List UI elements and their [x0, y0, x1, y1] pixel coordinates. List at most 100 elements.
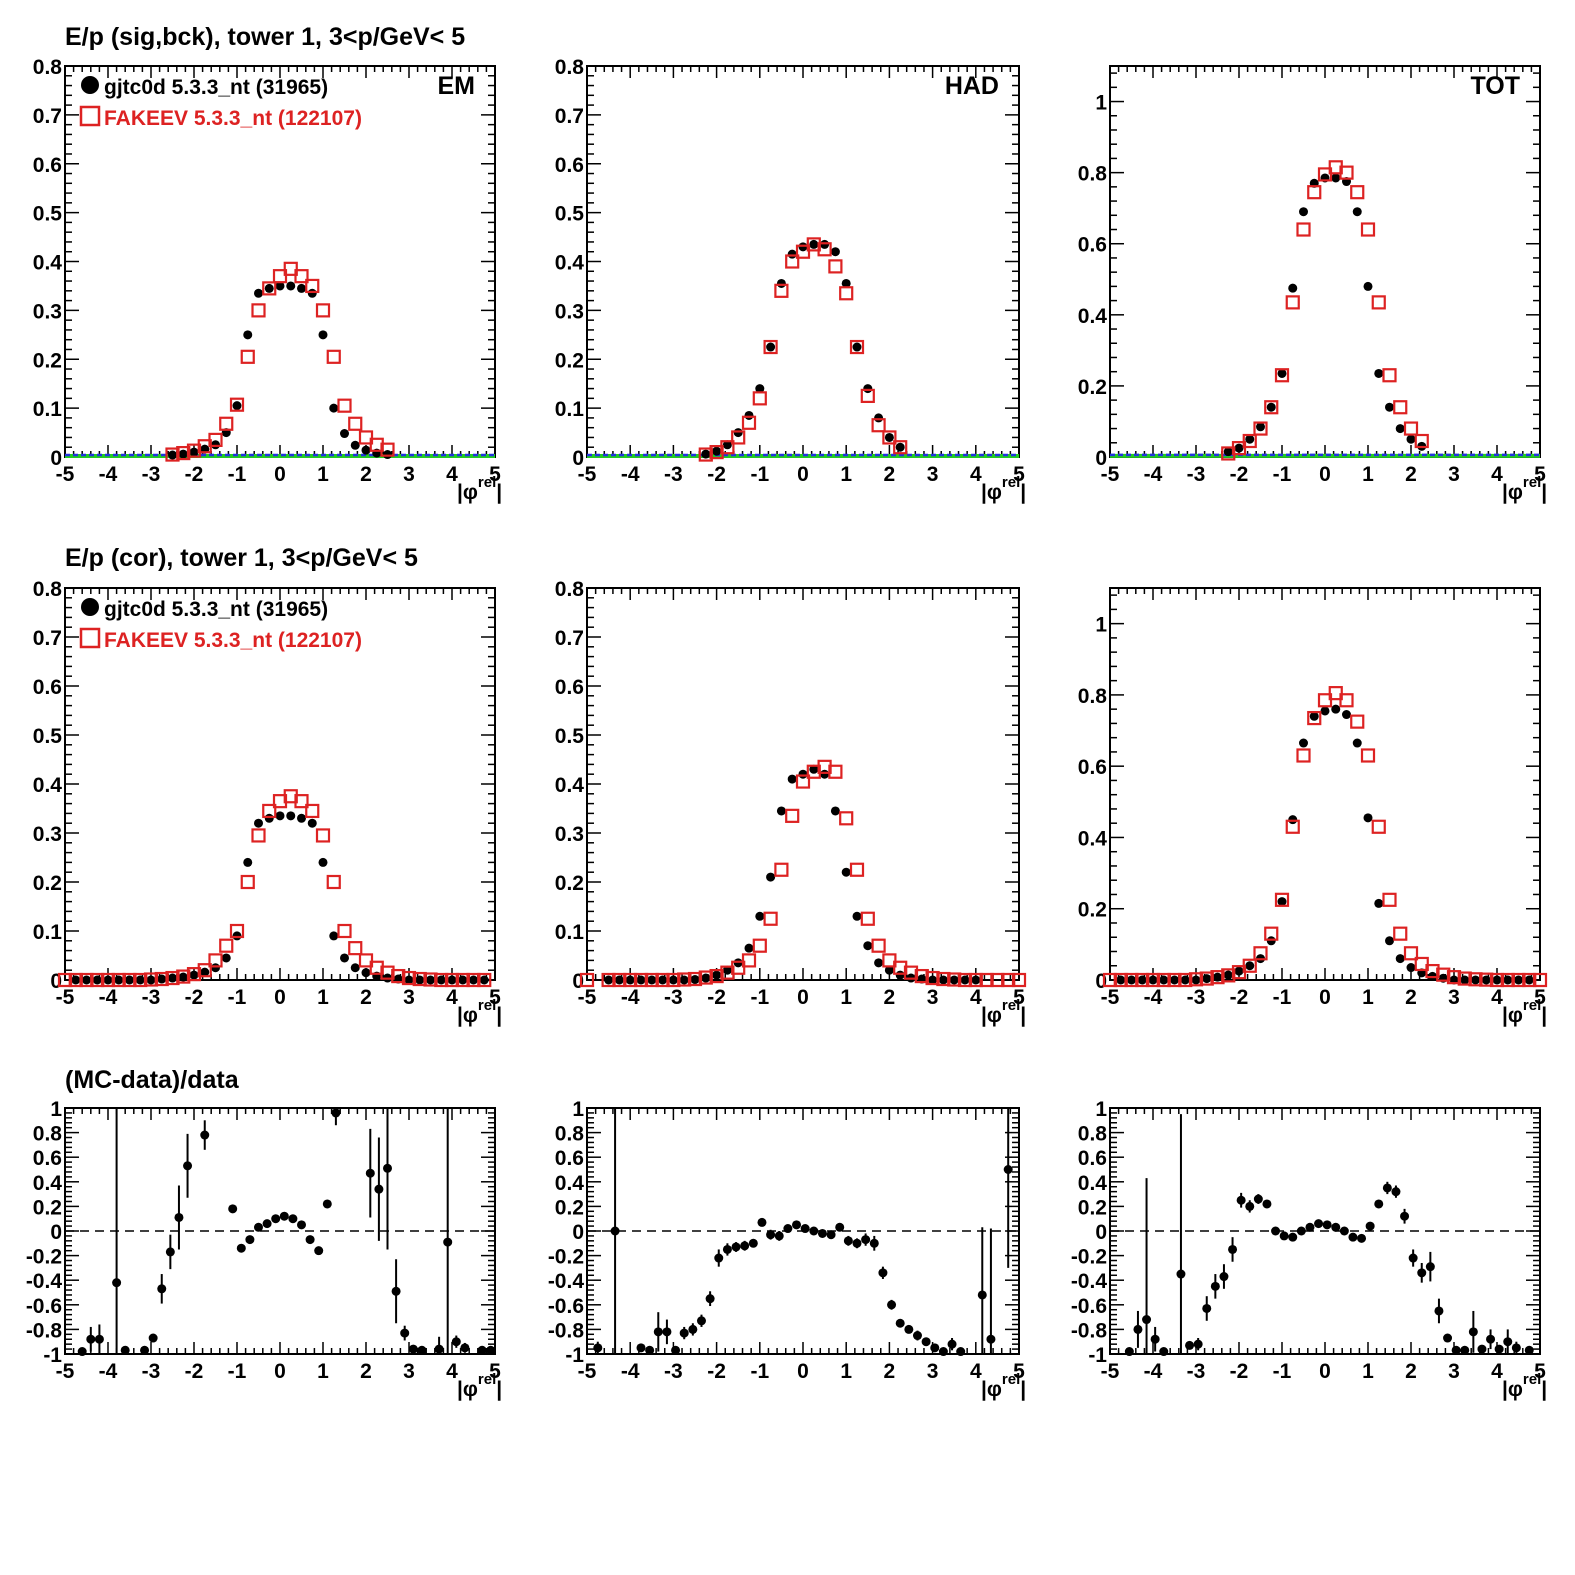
data-point-square	[1264, 926, 1279, 941]
y-tick-label: 0.2	[555, 349, 584, 372]
data-point	[817, 1228, 827, 1238]
data-point-square	[763, 339, 778, 355]
data-point	[1481, 975, 1491, 985]
data-point-square	[423, 972, 438, 987]
data-point	[165, 1247, 175, 1257]
data-point-square	[229, 397, 245, 412]
data-point-square	[1350, 185, 1365, 200]
x-tick-label: 3	[1448, 986, 1460, 1009]
data-point-square	[849, 339, 865, 355]
data-point	[1451, 1345, 1461, 1355]
data-point-square	[623, 972, 638, 988]
data-point-square	[1264, 400, 1279, 415]
x-tick-label: -3	[142, 986, 161, 1009]
data-point-square	[1242, 958, 1257, 973]
data-point	[874, 958, 884, 968]
data-point-square	[849, 862, 865, 877]
data-point	[774, 1231, 784, 1241]
data-point	[1180, 975, 1190, 985]
data-point	[852, 1238, 862, 1248]
x-tick-label: 0	[797, 986, 809, 1009]
data-point-square	[444, 972, 460, 988]
data-point-square	[1296, 748, 1311, 763]
y-tick-label: 0.8	[555, 1123, 585, 1146]
data-point-square	[741, 415, 757, 430]
data-point	[662, 1327, 672, 1337]
data-point-square	[1468, 972, 1483, 987]
data-point	[956, 1347, 966, 1357]
y-tick-label: -0.4	[548, 1270, 585, 1293]
data-point-square	[90, 972, 105, 988]
data-point	[809, 239, 819, 249]
data-point-square	[1371, 819, 1386, 834]
data-point-square	[957, 972, 973, 988]
data-point	[140, 1345, 150, 1355]
y-tick-label: -1	[565, 1344, 584, 1367]
data-point-square	[579, 972, 595, 988]
data-point-square	[871, 938, 886, 953]
data-point	[820, 769, 830, 779]
y-tick-label: 0.6	[33, 154, 62, 177]
x-tick-label: -4	[621, 463, 640, 486]
y-tick-label: 0.8	[33, 1123, 63, 1146]
data-point	[895, 970, 905, 980]
data-point	[415, 975, 425, 985]
x-tick-label: 5	[489, 986, 501, 1009]
data-point	[947, 1339, 957, 1349]
y-tick-label: 0.7	[33, 105, 62, 128]
data-point	[374, 1184, 384, 1194]
data-point	[874, 413, 884, 423]
data-point	[417, 1345, 427, 1355]
data-point	[1191, 975, 1201, 985]
data-point	[852, 911, 862, 921]
data-point-square	[817, 242, 832, 257]
data-point	[1159, 975, 1169, 985]
data-point	[1382, 1183, 1392, 1193]
data-point-square	[1011, 972, 1027, 988]
data-point	[174, 1212, 184, 1222]
data-point-square	[219, 416, 234, 431]
data-point	[1374, 1199, 1384, 1209]
x-tick-label: 3	[403, 1360, 415, 1383]
data-point	[1339, 1226, 1349, 1236]
y-tick-label: 0.1	[555, 921, 585, 944]
data-point	[189, 970, 199, 980]
x-tick-label: 0	[274, 1360, 286, 1383]
data-point	[841, 278, 851, 288]
x-tick-label: -5	[56, 986, 75, 1009]
data-point	[722, 965, 732, 975]
data-point	[636, 975, 646, 985]
data-point	[1320, 706, 1330, 716]
chart-panel-p22: -5 -4 -3 -2 -1 0 1 2 3 4 5 0 0.1 0.2 0.3 0.4 0.5 0.6 0.7 0.…	[555, 578, 1026, 1027]
data-point	[443, 1237, 453, 1247]
plot-frame	[586, 65, 1020, 458]
y-tick-label: 0.7	[555, 627, 584, 650]
y-tick-label: 1	[50, 1098, 62, 1121]
x-tick-label: -4	[99, 1360, 118, 1383]
data-point-square	[709, 445, 724, 460]
data-point	[843, 1236, 853, 1246]
data-point	[798, 769, 808, 779]
data-point-square	[968, 972, 983, 988]
y-tick-label: 0.4	[555, 774, 585, 797]
data-point	[1133, 1324, 1143, 1334]
data-point	[1357, 1233, 1367, 1243]
data-point	[1170, 975, 1179, 985]
data-point	[705, 1294, 715, 1304]
data-point	[361, 445, 371, 455]
data-point-square	[1231, 441, 1247, 456]
data-point	[701, 449, 711, 459]
data-point	[1202, 974, 1212, 984]
data-point	[350, 440, 360, 450]
data-point	[1185, 1340, 1195, 1350]
data-point	[841, 867, 851, 877]
data-point-square	[1393, 926, 1408, 941]
data-point-square	[741, 953, 757, 968]
data-point-square	[122, 972, 137, 988]
legend-label: gjtc0d 5.3.3_nt (31965)	[104, 76, 328, 99]
data-point-square	[262, 803, 277, 819]
data-point-square	[633, 972, 649, 988]
data-point	[593, 1343, 603, 1353]
data-point-square	[1339, 693, 1354, 708]
data-point	[297, 813, 306, 823]
